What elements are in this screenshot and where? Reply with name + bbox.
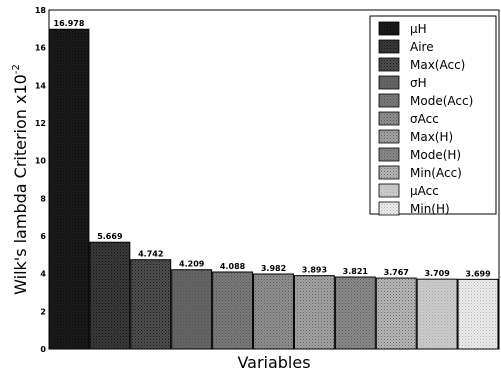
- legend-label-5: σAcc: [410, 112, 439, 126]
- data-labels: 16.978 5.669 4.742 4.209 4.088 3.982 3.893 3.82…: [54, 19, 492, 278]
- legend-label-7: Mode(H): [410, 148, 461, 162]
- data-label-6: 3.893: [302, 266, 327, 275]
- y-tick-label: 16: [35, 44, 47, 53]
- legend-label-6: Max(H): [410, 130, 453, 144]
- legend-swatch-4: [378, 93, 400, 108]
- bar-5: [253, 273, 294, 350]
- legend-swatch-6: [378, 129, 400, 144]
- data-label-5: 3.982: [261, 264, 286, 273]
- data-label-2: 4.742: [138, 250, 163, 259]
- legend-swatch-3: [378, 75, 400, 90]
- bar-1: [89, 241, 131, 350]
- legend-label-8: Min(Acc): [410, 166, 462, 180]
- bar-6: [293, 275, 335, 350]
- legend-label-0: μH: [410, 22, 427, 36]
- legend-label-4: Mode(Acc): [410, 94, 473, 108]
- data-label-4: 4.088: [220, 262, 246, 271]
- y-axis-label: Wilk's lambda Criterion x10-2: [11, 64, 30, 295]
- y-tick-label: 12: [35, 119, 46, 128]
- data-label-10: 3.699: [465, 269, 491, 278]
- legend-swatch-9: [378, 183, 400, 198]
- data-label-3: 4.209: [179, 260, 205, 269]
- y-tick-label: 0: [40, 345, 46, 354]
- bar-8: [375, 277, 417, 350]
- data-label-1: 5.669: [97, 232, 123, 241]
- y-tick-label: 18: [35, 6, 47, 15]
- axes-frame: [48, 9, 500, 350]
- legend-label-9: μAcc: [410, 184, 439, 198]
- legend-label-2: Max(Acc): [410, 58, 465, 72]
- legend-label-3: σH: [410, 76, 427, 90]
- bar-2: [130, 259, 172, 350]
- x-axis-label: Variables: [237, 353, 310, 372]
- y-tick-label: 8: [40, 194, 46, 203]
- y-tick-label: 14: [35, 81, 47, 90]
- legend-swatch-8: [378, 165, 400, 180]
- legend-swatch-1: [378, 39, 400, 54]
- y-axis-label-exponent: -2: [11, 64, 22, 74]
- data-label-7: 3.821: [343, 267, 369, 276]
- data-label-9: 3.709: [424, 269, 450, 278]
- legend: μH Aire Max(Acc) σH Mode(Acc) σAcc Max(H) Mode(…: [369, 15, 497, 216]
- legend-swatch-10: [378, 201, 400, 216]
- bar-3: [171, 269, 213, 350]
- legend-swatch-2: [378, 57, 400, 72]
- bar-10: [457, 278, 499, 350]
- y-tick-label: 4: [40, 270, 46, 279]
- legend-swatch-7: [378, 147, 400, 162]
- legend-label-1: Aire: [410, 40, 434, 54]
- bar-9: [416, 278, 458, 350]
- bars: [48, 28, 499, 350]
- data-label-0: 16.978: [54, 19, 85, 28]
- y-tick-label: 10: [35, 157, 47, 166]
- y-axis-label-text: Wilk's lambda Criterion x10: [11, 74, 30, 295]
- y-tick-label: 6: [40, 232, 46, 241]
- bar-4: [212, 271, 254, 350]
- bar-0: [48, 28, 90, 350]
- legend-label-10: Min(H): [410, 202, 450, 216]
- legend-swatch-0: [378, 21, 400, 36]
- bar-7: [334, 276, 376, 350]
- y-tick-label: 2: [40, 307, 46, 316]
- data-label-8: 3.767: [384, 268, 409, 277]
- legend-swatch-5: [378, 111, 400, 126]
